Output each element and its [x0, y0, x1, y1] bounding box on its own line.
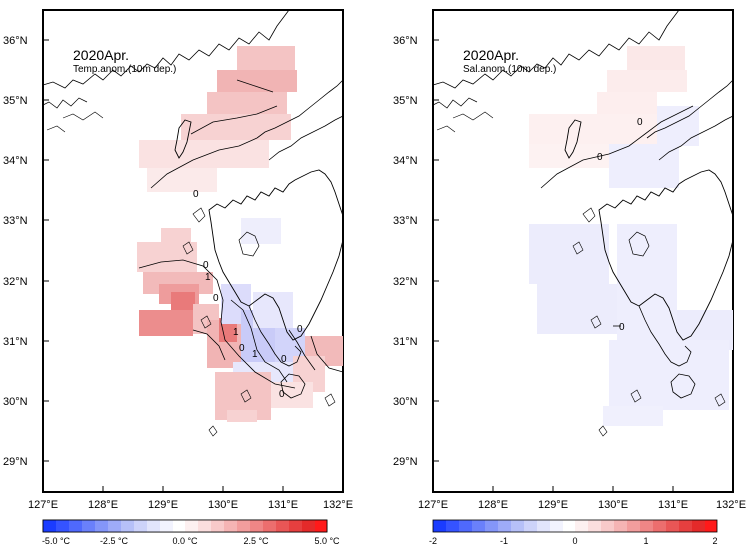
colorbar-label: 1 [643, 536, 648, 546]
colorbar-label: -2.5 °C [100, 536, 129, 546]
temperature-panel: 0 0 1 0 1 0 1 0 0 0 2020Apr. Temp.anom.(… [42, 9, 344, 493]
lat-label: 36°N [3, 35, 28, 47]
salinity-contours [540, 105, 694, 327]
temperature-colorbar [42, 519, 328, 533]
contour-label: 0 [597, 152, 603, 163]
colorbar-label: 5.0 °C [314, 536, 340, 546]
salinity-subtitle: Sal.anom.(10m dep.) [463, 64, 556, 75]
temperature-colorbar-labels: -5.0 °C -2.5 °C 0.0 °C 2.5 °C 5.0 °C [42, 536, 340, 546]
contour-label: 0 [213, 293, 219, 304]
salinity-contour-labels: 0 0 0 [597, 117, 643, 333]
lon-label: 131°E [268, 499, 298, 511]
contour-label: 0 [203, 260, 209, 271]
salinity-title: 2020Apr. [463, 47, 519, 63]
lon-label: 127°E [28, 499, 58, 511]
colorbar-label: 2 [712, 536, 717, 546]
colorbar-label: 2.5 °C [243, 536, 269, 546]
lat-label: 33°N [393, 215, 418, 227]
contour-label: 0 [619, 322, 625, 333]
lon-label: 128°E [88, 499, 118, 511]
contour-label: 1 [233, 327, 239, 338]
lat-label: 31°N [393, 336, 418, 348]
lat-label: 34°N [3, 155, 28, 167]
lat-label: 32°N [3, 276, 28, 288]
salinity-anomaly-field [529, 46, 733, 426]
lon-label: 127°E [418, 499, 448, 511]
temperature-axis-ticks [43, 39, 344, 492]
lat-label: 31°N [3, 336, 28, 348]
contour-label: 0 [297, 324, 303, 335]
lon-label: 128°E [478, 499, 508, 511]
salinity-panel: 0 0 0 2020Apr. Sal.anom.(10m dep.) [432, 9, 734, 493]
lat-label: 30°N [393, 396, 418, 408]
salinity-axis-ticks [433, 39, 734, 492]
colorbar-label: -2 [429, 536, 437, 546]
colorbar-label: -1 [500, 536, 508, 546]
contour-label: 0 [637, 117, 643, 128]
contour-label: 1 [205, 272, 211, 283]
colorbar-label: 0 [572, 536, 577, 546]
lat-label: 29°N [393, 456, 418, 468]
lon-label: 132°E [323, 499, 353, 511]
temperature-contours [138, 79, 344, 389]
temperature-contour-labels: 0 0 1 0 1 0 1 0 0 0 [193, 189, 303, 400]
contour-label: 1 [252, 349, 258, 360]
lat-label: 35°N [393, 95, 418, 107]
contour-label: 0 [279, 389, 285, 400]
lat-label: 34°N [393, 155, 418, 167]
contour-label: 0 [281, 354, 287, 365]
temperature-lat-labels: 36°N 35°N 34°N 33°N 32°N 31°N 30°N 29°N [3, 35, 28, 468]
colorbar-label: 0.0 °C [172, 536, 198, 546]
lon-label: 129°E [148, 499, 178, 511]
lon-label: 131°E [658, 499, 688, 511]
lon-label: 132°E [716, 499, 746, 511]
colorbar-label: -5.0 °C [42, 536, 71, 546]
lat-label: 35°N [3, 95, 28, 107]
temperature-title: 2020Apr. [73, 47, 129, 63]
temperature-subtitle: Temp.anom.(10m dep.) [73, 64, 176, 75]
lat-label: 32°N [393, 276, 418, 288]
salinity-colorbar [432, 519, 718, 533]
salinity-lat-labels: 36°N 35°N 34°N 33°N 32°N 31°N 30°N 29°N [393, 35, 418, 468]
lat-label: 29°N [3, 456, 28, 468]
lat-label: 33°N [3, 215, 28, 227]
lon-label: 130°E [598, 499, 628, 511]
lon-label: 130°E [208, 499, 238, 511]
temperature-anomaly-field [137, 46, 343, 422]
salinity-lon-labels: 127°E 128°E 129°E 130°E 131°E 132°E [418, 499, 746, 511]
lon-label: 129°E [538, 499, 568, 511]
salinity-colorbar-labels: -2 -1 0 1 2 [429, 536, 718, 546]
contour-label: 0 [193, 189, 199, 200]
lat-label: 30°N [3, 396, 28, 408]
contour-label: 0 [239, 343, 245, 354]
temperature-lon-labels: 127°E 128°E 129°E 130°E 131°E 132°E [28, 499, 353, 511]
lat-label: 36°N [393, 35, 418, 47]
